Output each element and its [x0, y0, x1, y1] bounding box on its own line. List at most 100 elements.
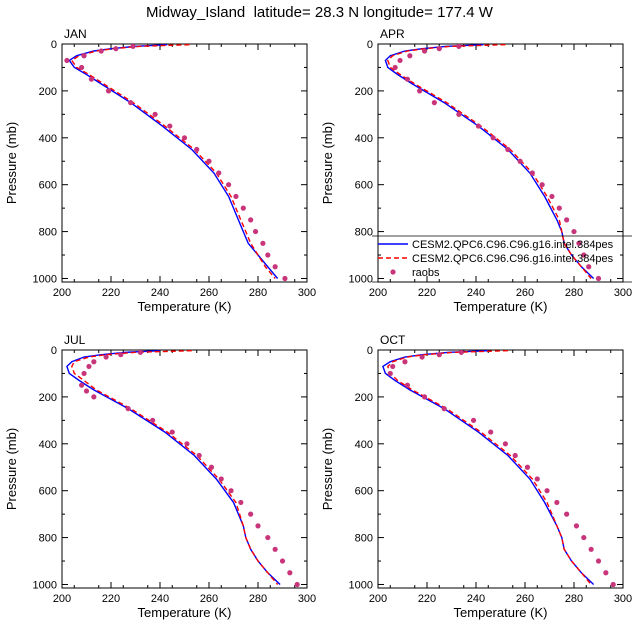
raobs-point	[581, 252, 587, 258]
raobs-point	[228, 488, 234, 494]
raobs-point	[564, 511, 570, 517]
y-tick-label: 1000	[349, 273, 373, 285]
y-tick-label: 800	[355, 533, 373, 545]
y-tick-label: 200	[355, 392, 373, 404]
x-tick-label: 260	[516, 287, 534, 299]
raobs-point	[588, 546, 594, 552]
raobs-point	[103, 354, 109, 360]
x-tick-label: 300	[614, 593, 632, 605]
raobs-point	[194, 146, 200, 153]
raobs-point	[216, 170, 222, 176]
y-tick-label: 400	[39, 439, 57, 451]
raobs-point	[167, 123, 173, 129]
x-tick-label: 220	[102, 287, 120, 299]
raobs-point	[260, 240, 266, 246]
y-tick-label: 200	[39, 86, 57, 98]
raobs-point	[130, 44, 136, 49]
y-tick-label: 0	[51, 345, 57, 357]
panel-label: OCT	[380, 333, 406, 347]
raobs-point	[456, 44, 462, 49]
raobs-point	[152, 111, 158, 117]
raobs-point	[392, 64, 398, 71]
raobs-point	[529, 170, 535, 176]
raobs-point	[272, 264, 278, 270]
raobs-point	[404, 76, 410, 82]
raobs-point	[240, 205, 246, 211]
legend-label: CESM2.QPC6.C96.C96.g16.intel.384pes	[412, 239, 614, 251]
y-tick-label: 400	[39, 133, 57, 145]
raobs-point	[397, 57, 403, 64]
model-line-dashed	[386, 44, 592, 279]
raobs-point	[208, 464, 215, 470]
raobs-point	[390, 363, 396, 370]
y-tick-label: 600	[39, 180, 57, 192]
series-group	[382, 350, 616, 588]
x-tick-label: 280	[565, 593, 583, 605]
y-axis-label: Pressure (mb)	[320, 122, 335, 204]
series-group	[64, 44, 288, 282]
raobs-point	[118, 352, 124, 358]
raobs-point	[571, 228, 577, 235]
raobs-point	[125, 406, 131, 412]
raobs-point	[83, 388, 90, 394]
panel-jul: 200 220 240 260 280 300 0 200 400 600 800 1000 Tempe…	[4, 333, 316, 620]
y-axis-label: Pressure (mb)	[4, 428, 19, 510]
x-tick-label: 300	[298, 287, 316, 299]
raobs-point	[456, 111, 462, 117]
x-axis-label: Temperature (K)	[138, 605, 232, 620]
raobs-point	[512, 452, 518, 459]
raobs-point	[544, 488, 550, 494]
x-tick-label: 260	[516, 593, 534, 605]
x-tick-label: 300	[614, 287, 632, 299]
raobs-point	[421, 394, 428, 400]
raobs-point	[86, 363, 92, 370]
raobs-point	[233, 193, 239, 200]
panel-jan: 200 220 240 260 280 300 0 200 400 600 800 1000 Tempe…	[4, 27, 316, 314]
raobs-point	[113, 46, 119, 52]
raobs-point	[79, 382, 85, 388]
raobs-point	[404, 382, 410, 388]
y-axis-label: Pressure (mb)	[4, 122, 19, 204]
raobs-point	[206, 158, 212, 164]
raobs-point	[226, 182, 232, 188]
y-tick-label: 0	[367, 39, 373, 51]
y-tick-label: 0	[51, 39, 57, 51]
x-axis-label: Temperature (K)	[454, 299, 548, 314]
raobs-point	[150, 417, 156, 423]
legend-marker-dot	[390, 269, 396, 275]
raobs-point	[554, 499, 560, 506]
plot-frame	[61, 43, 308, 283]
x-tick-label: 280	[249, 287, 267, 299]
x-tick-label: 260	[200, 593, 218, 605]
model-line-solid	[68, 44, 279, 279]
raobs-point	[573, 523, 580, 529]
series-group	[384, 44, 602, 282]
panel-label: JAN	[64, 27, 87, 41]
x-tick-label: 200	[369, 593, 387, 605]
raobs-point	[505, 146, 511, 153]
raobs-point	[549, 193, 555, 200]
raobs-point	[169, 429, 175, 435]
y-tick-label: 400	[355, 133, 373, 145]
model-line-solid	[66, 350, 281, 586]
raobs-point	[287, 570, 293, 576]
raobs-point	[279, 558, 286, 564]
raobs-point	[534, 476, 540, 482]
y-tick-label: 800	[355, 227, 373, 239]
y-tick-label: 200	[39, 392, 57, 404]
legend: CESM2.QPC6.C96.C96.g16.intel.384pes CESM2…	[372, 235, 632, 283]
x-tick-label: 240	[467, 287, 485, 299]
raobs-point	[556, 205, 562, 211]
raobs-point	[502, 441, 508, 447]
panel-label: APR	[380, 27, 405, 41]
raobs-point	[238, 499, 244, 506]
raobs-point	[218, 476, 224, 482]
panel-apr: 200 220 240 260 280 300 0 200 400 600 800 1000 Tempe…	[320, 27, 632, 314]
raobs-point	[431, 100, 437, 106]
raobs-point	[517, 158, 523, 164]
y-tick-label: 800	[39, 227, 57, 239]
raobs-point	[402, 359, 408, 365]
x-tick-label: 240	[467, 593, 485, 605]
raobs-point	[475, 123, 482, 129]
raobs-point	[421, 48, 428, 54]
